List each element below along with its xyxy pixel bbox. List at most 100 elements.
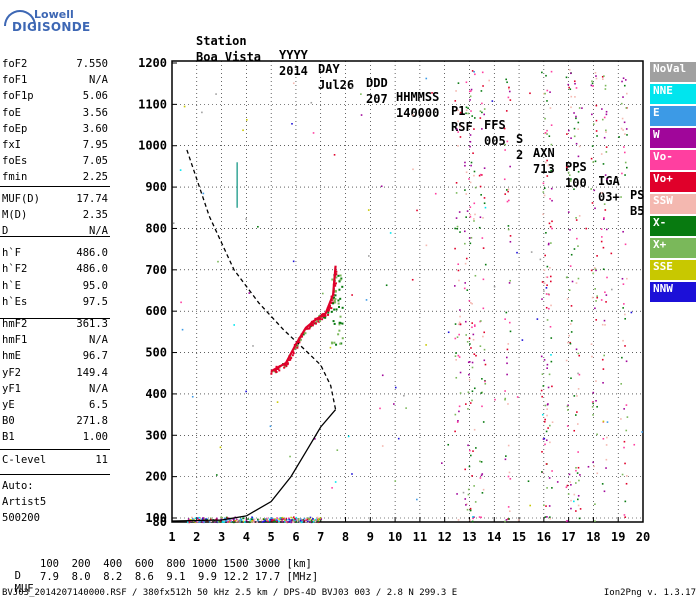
- echo-point: [203, 521, 205, 524]
- echo-point: [464, 242, 466, 245]
- echo-point: [595, 300, 597, 302]
- echo-point: [494, 398, 496, 401]
- echo-point: [601, 108, 603, 110]
- echo-point: [464, 164, 466, 167]
- echo-point: [623, 440, 626, 443]
- echo-point: [473, 353, 476, 355]
- echo-point: [610, 252, 613, 255]
- echo-point: [245, 218, 247, 220]
- echo-point: [186, 521, 189, 524]
- echo-point: [318, 518, 320, 520]
- echo-point: [543, 290, 545, 292]
- echo-point: [481, 492, 484, 494]
- echo-point: [471, 366, 474, 369]
- echo-point: [455, 352, 457, 354]
- echo-point: [590, 269, 593, 272]
- echo-point: [469, 519, 471, 521]
- echo-point: [539, 258, 542, 261]
- echo-point: [551, 487, 553, 489]
- echo-point: [573, 429, 576, 432]
- echo-point: [577, 277, 580, 280]
- echo-point: [309, 516, 312, 519]
- echo-point: [339, 274, 342, 277]
- echo-point: [592, 461, 594, 464]
- echo-point: [455, 217, 458, 219]
- echo-point: [506, 373, 508, 376]
- echo-point: [482, 217, 484, 219]
- echo-point: [508, 90, 511, 93]
- echo-point: [541, 373, 544, 375]
- echo-point: [567, 341, 569, 344]
- echo-point: [339, 297, 342, 300]
- echo-point: [201, 518, 204, 520]
- echo-point: [471, 520, 474, 523]
- echo-point: [251, 519, 254, 522]
- param-row-fmin: fmin 2.25: [2, 169, 108, 185]
- echo-point: [201, 521, 204, 524]
- echo-point: [545, 276, 548, 278]
- echo-point: [546, 516, 548, 518]
- echo-point: [543, 282, 546, 285]
- echo-point: [454, 100, 457, 102]
- y-tick-label: 500: [145, 346, 167, 360]
- echo-point: [602, 218, 605, 221]
- echo-point: [596, 255, 598, 257]
- echo-point: [603, 136, 606, 139]
- echo-point: [601, 358, 604, 361]
- echo-point: [590, 343, 593, 345]
- echo-point: [360, 93, 362, 95]
- echo-point: [314, 438, 316, 440]
- echo-point: [239, 520, 241, 522]
- echo-point: [546, 159, 548, 162]
- echo-point: [550, 70, 553, 73]
- echo-point: [317, 519, 320, 521]
- echo-point: [594, 207, 596, 210]
- echo-point: [479, 477, 482, 479]
- logo-text-digisonde: DIGISONDE: [12, 20, 91, 34]
- echo-point: [568, 86, 570, 89]
- echo-point: [566, 520, 569, 522]
- x-tick-label: 11: [413, 530, 427, 544]
- echo-point: [441, 462, 443, 464]
- echo-point: [549, 424, 551, 427]
- echo-point: [216, 521, 219, 524]
- echo-point: [454, 337, 457, 340]
- autoscaling-info: Auto: Artist5 500200: [2, 478, 46, 526]
- echo-point: [470, 88, 473, 91]
- echo-point: [283, 363, 286, 366]
- echo-point: [521, 339, 524, 341]
- echo-point: [465, 504, 467, 506]
- echo-point: [544, 418, 546, 421]
- echo-point: [215, 93, 217, 95]
- echo-point: [624, 317, 626, 320]
- param-row-ye: yE 6.5: [2, 397, 108, 413]
- echo-point: [334, 297, 337, 300]
- echo-point: [191, 518, 194, 520]
- hdr-label-pps: PPS: [565, 160, 587, 174]
- echo-point: [328, 306, 331, 309]
- echo-point: [545, 430, 548, 433]
- echo-point: [431, 92, 433, 94]
- echo-point: [480, 320, 482, 322]
- param-row-he: h`E 95.0: [2, 278, 108, 294]
- echo-point: [507, 96, 510, 99]
- echo-point: [626, 475, 628, 477]
- echo-point: [544, 132, 547, 134]
- echo-point: [294, 519, 296, 522]
- hdr-label-station: Station: [196, 34, 247, 48]
- echo-point: [592, 85, 594, 87]
- echo-point: [601, 118, 604, 121]
- echo-point: [202, 517, 204, 519]
- echo-point: [473, 387, 476, 390]
- echo-point: [569, 323, 572, 325]
- echo-point: [258, 518, 261, 521]
- echo-point: [540, 389, 543, 392]
- profile-curves: [171, 149, 337, 522]
- y-tick-label: 200: [145, 470, 167, 484]
- echo-point: [455, 182, 458, 184]
- echo-point: [620, 127, 623, 130]
- echo-point: [385, 284, 388, 287]
- echo-point: [274, 518, 277, 520]
- param-row-fof2: foF2 7.550: [2, 56, 108, 72]
- echo-point: [381, 445, 384, 447]
